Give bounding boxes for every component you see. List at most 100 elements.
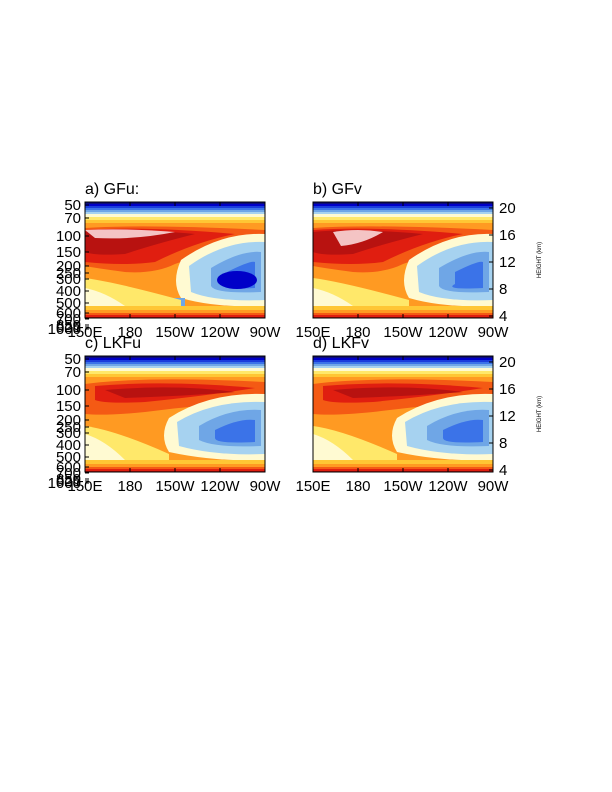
y-tick-label: 400 bbox=[56, 283, 81, 300]
x-tick-label: 180 bbox=[345, 478, 370, 495]
y-tick-label: 50 bbox=[64, 351, 81, 368]
y2-tick-label: 20 bbox=[499, 354, 516, 371]
y-tick-label: 400 bbox=[56, 437, 81, 454]
field-band bbox=[85, 206, 265, 208]
field-band bbox=[85, 362, 265, 364]
plot-area bbox=[313, 356, 493, 472]
field-band bbox=[85, 374, 265, 377]
field-band bbox=[85, 220, 265, 223]
field-band bbox=[313, 362, 493, 364]
x-tick-label: 150E bbox=[67, 324, 102, 341]
field-band bbox=[313, 366, 493, 368]
field-band bbox=[85, 360, 265, 362]
panel-1: 150E 180 150W 120W 90W 5070100150200250300400… bbox=[48, 181, 282, 341]
y-tick-label: 850 bbox=[56, 317, 81, 334]
y2-tick-label: 4 bbox=[499, 308, 507, 325]
plot-area bbox=[85, 356, 265, 472]
field-contour bbox=[313, 434, 353, 460]
plot-area bbox=[85, 202, 265, 318]
x-tick-label: 150E bbox=[67, 478, 102, 495]
field-band bbox=[313, 220, 493, 223]
y2-axis-label: HEIGHT (km) bbox=[537, 396, 543, 432]
y2-tick-label: 20 bbox=[499, 200, 516, 217]
field-band bbox=[85, 371, 265, 374]
field-band bbox=[85, 210, 265, 212]
y-tick-label: 600 bbox=[56, 459, 81, 476]
x-tick-label: 90W bbox=[478, 478, 510, 495]
y-tick-label: 1000 bbox=[48, 475, 81, 492]
y-tick-label: 150 bbox=[56, 398, 81, 415]
x-tick-label: 120W bbox=[428, 478, 468, 495]
field-band bbox=[313, 371, 493, 374]
field-band bbox=[313, 364, 493, 366]
x-tick-label: 120W bbox=[200, 478, 240, 495]
plot-area bbox=[313, 202, 493, 318]
x-tick-label: 180 bbox=[117, 478, 142, 495]
y-tick-label: 200 bbox=[56, 412, 81, 429]
field-contour bbox=[333, 230, 383, 246]
field-band bbox=[313, 217, 493, 220]
x-tick-label: 180 bbox=[345, 324, 370, 341]
y-tick-label: 300 bbox=[56, 425, 81, 442]
field-band bbox=[85, 214, 265, 217]
y-tick-label: 500 bbox=[56, 449, 81, 466]
field-contour bbox=[85, 288, 125, 306]
field-contour bbox=[105, 387, 235, 398]
y2-tick-label: 16 bbox=[499, 381, 516, 398]
y-tick-label: 600 bbox=[56, 305, 81, 322]
field-contour bbox=[443, 419, 483, 443]
field-contour bbox=[217, 271, 257, 289]
field-band bbox=[313, 368, 493, 371]
y2-tick-label: 8 bbox=[499, 281, 507, 298]
y-tick-label: 925 bbox=[56, 319, 81, 336]
x-tick-label: 150E bbox=[295, 324, 330, 341]
panel-3: 150E 180 150W 120W 90W 5070100150200250300400… bbox=[48, 335, 282, 495]
x-tick-label: 90W bbox=[250, 324, 282, 341]
field-contour bbox=[333, 387, 463, 398]
y-tick-label: 500 bbox=[56, 295, 81, 312]
x-tick-label: 120W bbox=[200, 324, 240, 341]
y-tick-label: 50 bbox=[64, 197, 81, 214]
field-contour bbox=[313, 288, 353, 306]
x-tick-label: 180 bbox=[117, 324, 142, 341]
field-band bbox=[313, 223, 493, 228]
y-tick-label: 250 bbox=[56, 265, 81, 282]
y-tick-label: 100 bbox=[56, 228, 81, 245]
x-tick-label: 150W bbox=[383, 324, 423, 341]
y-tick-label: 250 bbox=[56, 419, 81, 436]
panel-title: c) LKFu bbox=[85, 335, 141, 352]
field-band bbox=[85, 368, 265, 371]
y-tick-label: 100 bbox=[56, 382, 81, 399]
field-band bbox=[85, 223, 265, 228]
y-tick-label: 925 bbox=[56, 473, 81, 490]
y-tick-label: 1000 bbox=[48, 321, 81, 338]
field-band bbox=[85, 212, 265, 214]
panel-title: a) GFu: bbox=[85, 181, 139, 198]
field-band bbox=[313, 212, 493, 214]
y2-tick-label: 8 bbox=[499, 435, 507, 452]
y2-axis-label: HEIGHT (km) bbox=[537, 242, 543, 278]
field-band bbox=[85, 208, 265, 210]
panel-title: b) GFv bbox=[313, 181, 362, 198]
field-band bbox=[313, 374, 493, 377]
panel-2: 150E 180 150W 120W 90W 20 16 12 8 4 HEIGHT (km) b) … bbox=[295, 181, 543, 341]
y2-tick-label: 12 bbox=[499, 408, 516, 425]
field-band bbox=[313, 214, 493, 217]
y-tick-label: 70 bbox=[64, 364, 81, 381]
field-band bbox=[85, 217, 265, 220]
field-contour bbox=[452, 261, 483, 289]
field-contour bbox=[215, 419, 255, 443]
x-tick-label: 90W bbox=[250, 478, 282, 495]
field-band bbox=[313, 206, 493, 208]
field-band bbox=[313, 360, 493, 362]
y-tick-label: 200 bbox=[56, 258, 81, 275]
x-tick-label: 150W bbox=[155, 324, 195, 341]
y2-tick-label: 4 bbox=[499, 462, 507, 479]
field-band bbox=[313, 208, 493, 210]
field-band bbox=[85, 364, 265, 366]
x-tick-label: 150W bbox=[155, 478, 195, 495]
x-tick-label: 90W bbox=[478, 324, 510, 341]
panel-title: d) LKFv bbox=[313, 335, 369, 352]
field-band bbox=[85, 366, 265, 368]
